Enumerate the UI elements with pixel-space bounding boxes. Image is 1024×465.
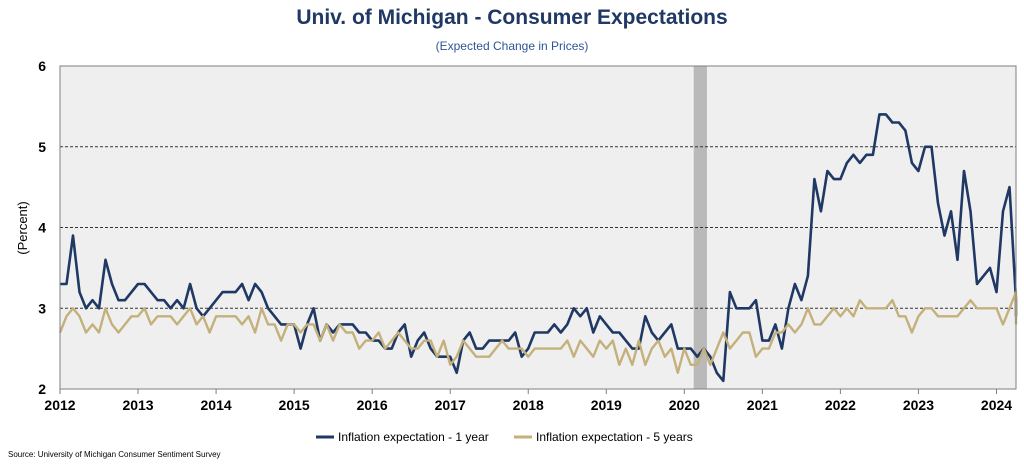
series-line-2 (58, 290, 1018, 374)
x-tick-label: 2016 (357, 397, 388, 413)
y-tick-label: 2 (38, 381, 46, 397)
y-tick-label: 3 (38, 300, 46, 316)
x-tick-label: 2023 (903, 397, 934, 413)
x-tick-label: 2018 (513, 397, 544, 413)
y-tick-label: 6 (38, 58, 46, 74)
plot-frame (59, 65, 1017, 390)
x-tick-label: 2017 (435, 397, 466, 413)
x-tick-label: 2019 (591, 397, 622, 413)
legend-label: Inflation expectation - 1 year (338, 430, 489, 444)
x-tick-label: 2021 (747, 397, 778, 413)
chart-title: Univ. of Michigan - Consumer Expectation… (296, 6, 728, 29)
y-axis-label: (Percent) (15, 201, 30, 254)
x-tick-label: 2013 (122, 397, 153, 413)
x-tick-label: 2020 (669, 397, 700, 413)
y-tick-label: 5 (38, 139, 46, 155)
x-tick-label: 2022 (825, 397, 856, 413)
x-tick-label: 2014 (201, 397, 232, 413)
source-note: Source: University of Michigan Consumer … (8, 450, 221, 459)
y-tick-label: 4 (38, 220, 46, 236)
x-tick-label: 2012 (44, 397, 75, 413)
chart-subtitle: (Expected Change in Prices) (435, 39, 589, 53)
x-tick-label: 2015 (279, 397, 310, 413)
x-tick-label: 2024 (981, 397, 1012, 413)
legend-label: Inflation expectation - 5 years (536, 430, 693, 444)
series-line-1 (60, 113, 1018, 383)
